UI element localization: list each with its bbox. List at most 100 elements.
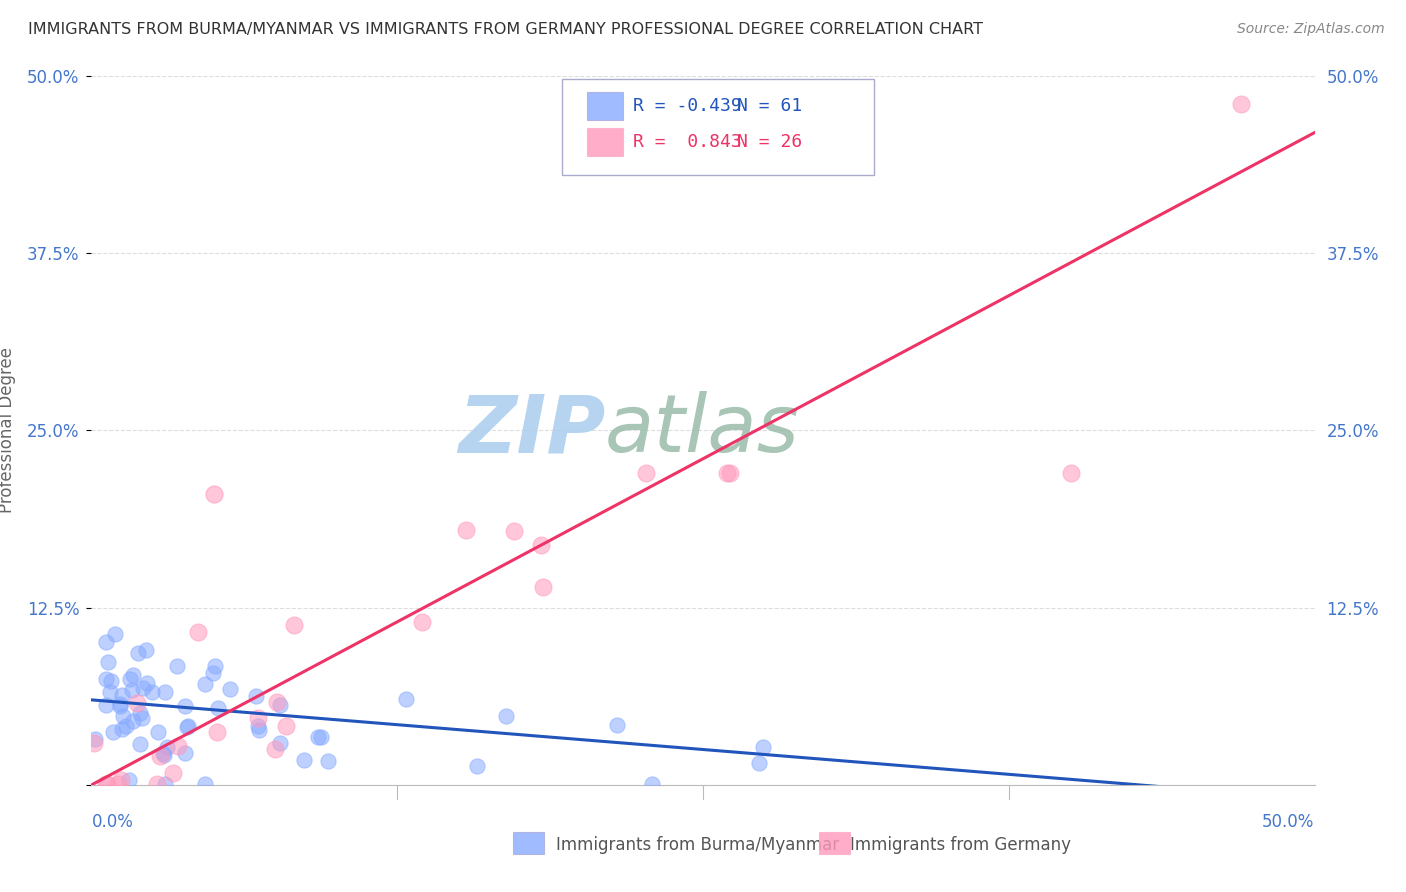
Text: N = 61: N = 61 xyxy=(737,97,803,115)
Point xyxy=(187,624,209,639)
FancyBboxPatch shape xyxy=(513,831,544,855)
Point xyxy=(269,698,291,713)
Point xyxy=(111,722,134,736)
Point xyxy=(193,677,215,691)
Point xyxy=(101,725,124,739)
Point xyxy=(156,739,179,754)
Point xyxy=(454,523,477,537)
Point xyxy=(96,672,118,686)
Point xyxy=(174,747,197,761)
Point xyxy=(131,711,153,725)
Point xyxy=(495,709,517,723)
Point xyxy=(84,732,107,747)
Point xyxy=(316,754,339,768)
Point xyxy=(96,776,118,790)
Text: R = -0.439: R = -0.439 xyxy=(633,97,742,115)
Point xyxy=(108,698,131,713)
Point xyxy=(114,719,136,733)
Text: N = 26: N = 26 xyxy=(737,133,803,151)
Point xyxy=(202,487,225,501)
Point xyxy=(153,776,176,790)
Point xyxy=(395,691,418,706)
Point xyxy=(751,739,773,754)
Y-axis label: Professional Degree: Professional Degree xyxy=(0,347,15,514)
Point xyxy=(118,772,141,787)
Point xyxy=(94,634,117,648)
Point xyxy=(110,773,132,788)
Point xyxy=(121,714,143,729)
FancyBboxPatch shape xyxy=(586,128,623,156)
Point xyxy=(748,756,770,771)
Point xyxy=(1230,97,1253,112)
Point xyxy=(201,665,224,680)
FancyBboxPatch shape xyxy=(562,79,875,175)
Point xyxy=(1060,466,1083,480)
Text: Source: ZipAtlas.com: Source: ZipAtlas.com xyxy=(1237,22,1385,37)
Point xyxy=(205,725,228,739)
Point xyxy=(152,746,174,760)
Point xyxy=(148,725,170,739)
Point xyxy=(96,698,118,713)
Point xyxy=(204,659,226,673)
Point xyxy=(411,615,433,629)
Point xyxy=(465,759,488,773)
Point xyxy=(146,776,169,790)
Text: R =  0.843: R = 0.843 xyxy=(633,133,742,151)
Point xyxy=(118,672,141,686)
Point xyxy=(83,736,105,750)
Point xyxy=(716,466,738,480)
Point xyxy=(502,524,524,538)
Point xyxy=(108,697,131,711)
Point xyxy=(246,719,269,733)
Point xyxy=(167,739,190,754)
Point xyxy=(176,720,198,734)
Point xyxy=(247,723,270,737)
Point xyxy=(100,674,122,689)
Point xyxy=(207,701,229,715)
Point xyxy=(107,776,129,790)
Point xyxy=(641,776,664,790)
Point xyxy=(266,694,288,708)
Point xyxy=(153,747,176,762)
Point xyxy=(307,730,329,744)
Point xyxy=(176,719,198,733)
Point xyxy=(132,681,155,695)
Text: Immigrants from Burma/Myanmar: Immigrants from Burma/Myanmar xyxy=(557,836,839,855)
Point xyxy=(104,627,127,641)
Point xyxy=(174,699,197,714)
Text: 0.0%: 0.0% xyxy=(91,814,134,831)
Point xyxy=(127,646,149,660)
Point xyxy=(283,617,305,632)
Point xyxy=(531,580,554,594)
Point xyxy=(218,681,240,696)
Point xyxy=(135,643,157,657)
Point xyxy=(141,685,163,699)
Text: Immigrants from Germany: Immigrants from Germany xyxy=(849,836,1071,855)
Point xyxy=(606,718,628,732)
Point xyxy=(112,708,135,723)
Point xyxy=(194,776,217,790)
Point xyxy=(97,655,120,669)
Point xyxy=(162,765,184,780)
Point xyxy=(129,737,152,751)
Point xyxy=(247,711,270,725)
FancyBboxPatch shape xyxy=(586,92,623,120)
Point xyxy=(530,538,553,552)
Point xyxy=(166,659,188,673)
Point xyxy=(309,730,332,744)
Text: IMMIGRANTS FROM BURMA/MYANMAR VS IMMIGRANTS FROM GERMANY PROFESSIONAL DEGREE COR: IMMIGRANTS FROM BURMA/MYANMAR VS IMMIGRA… xyxy=(28,22,983,37)
Point xyxy=(98,685,121,699)
Text: ZIP: ZIP xyxy=(458,392,605,469)
Point xyxy=(129,706,152,720)
Point xyxy=(245,689,267,703)
Point xyxy=(149,748,172,763)
Point xyxy=(718,466,741,480)
Text: atlas: atlas xyxy=(605,392,800,469)
FancyBboxPatch shape xyxy=(820,831,849,855)
Text: 50.0%: 50.0% xyxy=(1263,814,1315,831)
Point xyxy=(263,741,285,756)
Point xyxy=(122,668,145,682)
Point xyxy=(153,685,176,699)
Point xyxy=(634,466,657,480)
Point xyxy=(274,719,297,733)
